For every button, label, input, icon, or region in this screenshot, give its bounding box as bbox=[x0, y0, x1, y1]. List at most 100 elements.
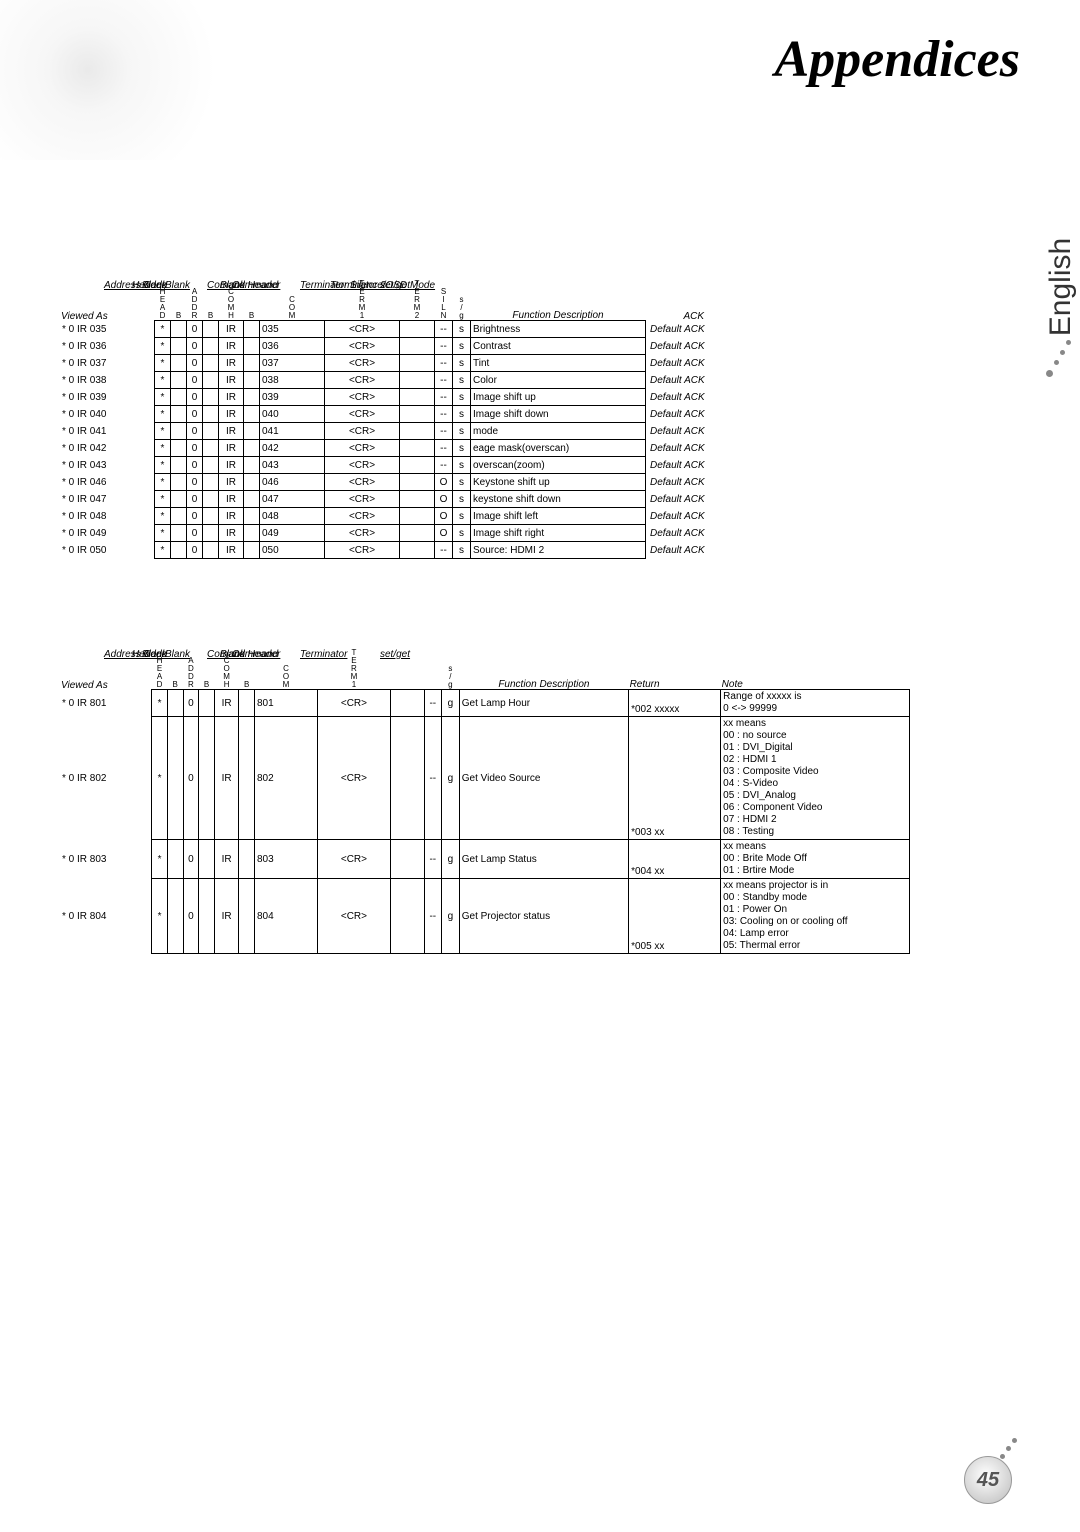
ack-cell: Default ACK bbox=[646, 338, 743, 355]
table-row: * 0 IR 048*0IR048<CR>OsImage shift leftD… bbox=[60, 508, 742, 525]
ack-cell: Default ACK bbox=[646, 525, 743, 542]
ack-cell: Default ACK bbox=[646, 508, 743, 525]
cell: *003 xx bbox=[629, 717, 721, 840]
cell: s bbox=[453, 406, 471, 423]
cell: 0 bbox=[187, 389, 203, 406]
cell: IR bbox=[219, 406, 244, 423]
cell bbox=[203, 321, 219, 338]
ack-cell: Default ACK bbox=[646, 457, 743, 474]
cell bbox=[203, 542, 219, 559]
cell bbox=[239, 879, 255, 954]
table-row: * 0 IR 035*0IR035<CR>--sBrightnessDefaul… bbox=[60, 321, 742, 338]
cell: * 0 IR 046 bbox=[60, 474, 155, 491]
cell: * bbox=[152, 717, 168, 840]
cell: 0 bbox=[187, 491, 203, 508]
page-number-badge: 45 bbox=[964, 1456, 1010, 1502]
cell: * 0 IR 049 bbox=[60, 525, 155, 542]
table-row: * 0 IR 802*0IR802<CR>--gGet Video Source… bbox=[60, 717, 910, 840]
cell: 047 bbox=[260, 491, 325, 508]
cell bbox=[171, 474, 187, 491]
cell bbox=[203, 491, 219, 508]
cell: s bbox=[453, 440, 471, 457]
cell: -- bbox=[435, 321, 453, 338]
cell: * 0 IR 047 bbox=[60, 491, 155, 508]
cell: * 0 IR 037 bbox=[60, 355, 155, 372]
column-head: SILN bbox=[435, 280, 453, 321]
cell bbox=[203, 355, 219, 372]
cell: * bbox=[155, 457, 171, 474]
cell bbox=[244, 508, 260, 525]
cell: * 0 IR 802 bbox=[60, 717, 152, 840]
cell: 801 bbox=[254, 690, 317, 717]
cell: -- bbox=[435, 389, 453, 406]
decorative-dots bbox=[984, 1438, 1024, 1478]
table-row: * 0 IR 043*0IR043<CR>--soverscan(zoom)De… bbox=[60, 457, 742, 474]
cell: <CR> bbox=[317, 840, 390, 879]
cell: 037 bbox=[260, 355, 325, 372]
cell: s bbox=[453, 372, 471, 389]
cell: <CR> bbox=[325, 457, 400, 474]
cell bbox=[244, 440, 260, 457]
table-row: * 0 IR 047*0IR047<CR>Oskeystone shift do… bbox=[60, 491, 742, 508]
cell: 048 bbox=[260, 508, 325, 525]
cell: keystone shift down bbox=[471, 491, 646, 508]
content-area: Comand Header Blank Blank Address Code C… bbox=[60, 190, 910, 982]
cell bbox=[400, 542, 435, 559]
cell: IR bbox=[219, 457, 244, 474]
cell: * bbox=[155, 542, 171, 559]
column-head: Function Description bbox=[471, 280, 646, 321]
cell bbox=[244, 372, 260, 389]
table-row: * 0 IR 041*0IR041<CR>--smodeDefault ACK bbox=[60, 423, 742, 440]
cell: Get Projector status bbox=[459, 879, 628, 954]
cell bbox=[199, 717, 215, 840]
cell: O bbox=[435, 508, 453, 525]
cell: * 0 IR 042 bbox=[60, 440, 155, 457]
cell: * bbox=[155, 525, 171, 542]
cell: s bbox=[453, 457, 471, 474]
table-row: * 0 IR 804*0IR804<CR>--gGet Projector st… bbox=[60, 879, 910, 954]
cell: xx means 00 : Brite Mode Off 01 : Brtire… bbox=[721, 840, 910, 879]
table-row: * 0 IR 036*0IR036<CR>--sContrastDefault … bbox=[60, 338, 742, 355]
cell bbox=[244, 338, 260, 355]
cell: -- bbox=[424, 879, 442, 954]
cell bbox=[244, 491, 260, 508]
cell bbox=[400, 389, 435, 406]
ack-cell: Default ACK bbox=[646, 372, 743, 389]
column-head: Function Description bbox=[459, 649, 628, 690]
cell: 0 bbox=[187, 406, 203, 423]
cell bbox=[400, 457, 435, 474]
cell: * 0 IR 801 bbox=[60, 690, 152, 717]
cell: s bbox=[453, 355, 471, 372]
cell: <CR> bbox=[325, 372, 400, 389]
cell: 036 bbox=[260, 338, 325, 355]
cell: Contrast bbox=[471, 338, 646, 355]
cell: Image shift up bbox=[471, 389, 646, 406]
cell bbox=[203, 457, 219, 474]
cell bbox=[239, 717, 255, 840]
cell: * 0 IR 038 bbox=[60, 372, 155, 389]
ack-cell: Default ACK bbox=[646, 355, 743, 372]
ack-cell: Default ACK bbox=[646, 423, 743, 440]
cell bbox=[239, 690, 255, 717]
cell: * 0 IR 041 bbox=[60, 423, 155, 440]
t2-lbl-terminator: Terminator bbox=[300, 649, 347, 660]
side-tab-label: English bbox=[1044, 238, 1078, 336]
cell: s bbox=[453, 525, 471, 542]
table-row: * 0 IR 803*0IR803<CR>--gGet Lamp Status*… bbox=[60, 840, 910, 879]
cell: g bbox=[442, 690, 460, 717]
cell: IR bbox=[219, 338, 244, 355]
cell: <CR> bbox=[325, 355, 400, 372]
t2-lbl-header: Header bbox=[132, 649, 165, 660]
ack-cell: Default ACK bbox=[646, 389, 743, 406]
cell bbox=[171, 372, 187, 389]
cell: IR bbox=[214, 840, 239, 879]
cell: * bbox=[152, 690, 168, 717]
ack-cell: Default ACK bbox=[646, 491, 743, 508]
cell bbox=[171, 491, 187, 508]
cell: 039 bbox=[260, 389, 325, 406]
cell: 041 bbox=[260, 423, 325, 440]
cell: Get Lamp Hour bbox=[459, 690, 628, 717]
cell: 0 bbox=[183, 690, 199, 717]
cell: IR bbox=[214, 879, 239, 954]
cell: <CR> bbox=[325, 474, 400, 491]
